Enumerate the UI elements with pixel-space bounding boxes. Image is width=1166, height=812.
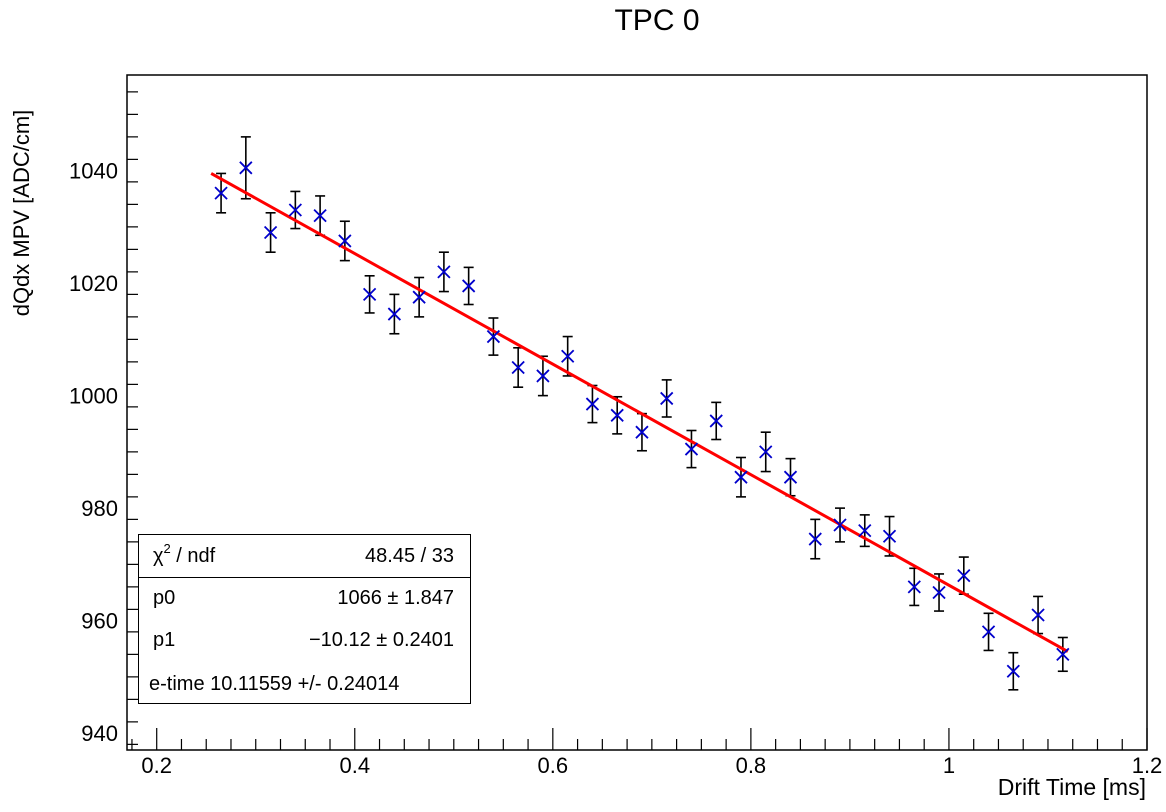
fit-stats-box: χ2 / ndf 48.45 / 33 p0 1066 ± 1.847 p1 −… — [138, 534, 471, 704]
y-tick-label: 980 — [81, 496, 118, 521]
fit-line — [210, 172, 1069, 653]
data-point — [1031, 608, 1045, 622]
y-tick-label: 960 — [81, 609, 118, 634]
data-point — [263, 225, 278, 240]
data-point — [486, 329, 501, 344]
data-point — [239, 161, 253, 175]
chi2-value: 48.45 / 33 — [365, 545, 454, 567]
data-point — [561, 349, 575, 363]
data-point — [783, 470, 798, 484]
x-axis-label: Drift Time [ms] — [997, 774, 1146, 800]
data-point — [412, 290, 426, 304]
data-point — [709, 414, 723, 428]
data-point — [734, 470, 748, 484]
x-tick-label: 1.2 — [1132, 753, 1163, 778]
stats-separator — [139, 577, 470, 578]
data-point — [214, 186, 228, 200]
data-point — [313, 208, 327, 223]
y-axis-label: dQdx MPV [ADC/cm] — [9, 109, 34, 317]
data-point — [907, 580, 921, 594]
data-point — [1056, 647, 1070, 662]
x-tick-label: 1 — [943, 753, 955, 778]
chart-title: TPC 0 — [614, 4, 700, 37]
x-tick-label: 0.2 — [141, 753, 172, 778]
data-point — [338, 234, 352, 248]
p1-label: p1 — [153, 629, 176, 651]
y-tick-label: 1000 — [69, 384, 118, 409]
data-point — [610, 408, 624, 422]
x-tick-label: 0.6 — [538, 753, 569, 778]
data-point — [660, 391, 674, 406]
data-point — [462, 279, 476, 293]
etime-text: e-time 10.11559 +/- 0.24014 — [149, 673, 400, 695]
x-tick-label: 0.4 — [339, 753, 370, 778]
data-point — [882, 529, 897, 543]
chi2-label: χ2 / ndf — [153, 541, 216, 567]
y-tick-label: 1040 — [69, 159, 118, 184]
data-point — [585, 397, 600, 411]
data-point — [635, 425, 649, 439]
data-point — [808, 532, 822, 546]
data-point — [981, 625, 996, 639]
data-point — [511, 360, 525, 375]
x-tick-label: 0.8 — [736, 753, 767, 778]
data-point — [536, 369, 550, 383]
data-point — [932, 585, 946, 600]
y-tick-label: 940 — [81, 721, 118, 746]
data-point — [437, 265, 451, 279]
p0-value: 1066 ± 1.847 — [337, 587, 454, 609]
data-point — [684, 442, 699, 456]
data-point — [288, 203, 302, 217]
data-point — [858, 523, 872, 538]
p0-label: p0 — [153, 587, 176, 609]
data-point — [1006, 664, 1020, 678]
y-tick-label: 1020 — [69, 271, 118, 296]
data-point — [362, 287, 377, 302]
data-point — [759, 445, 773, 459]
data-point — [833, 518, 847, 532]
p1-value: −10.12 ± 0.2401 — [309, 629, 454, 651]
data-point — [957, 568, 971, 583]
plot-frame — [126, 74, 1148, 751]
data-point — [387, 307, 402, 321]
